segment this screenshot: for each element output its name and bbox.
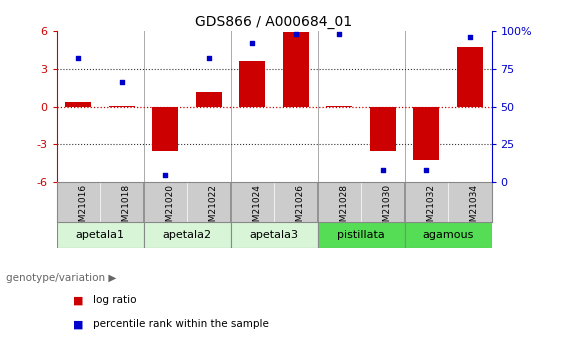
Text: GSM21022: GSM21022	[209, 184, 218, 233]
Point	[466, 34, 475, 40]
Text: GSM21016: GSM21016	[78, 184, 87, 233]
Point	[205, 56, 214, 61]
Bar	[231, 223, 318, 248]
Point	[292, 31, 301, 37]
Text: apetala2: apetala2	[163, 230, 211, 240]
Bar	[326, 106, 353, 107]
Text: GSM21030: GSM21030	[383, 184, 392, 233]
Text: GSM21026: GSM21026	[296, 184, 305, 233]
Bar	[144, 223, 231, 248]
Bar	[152, 107, 179, 151]
Text: apetala1: apetala1	[76, 230, 124, 240]
Point	[247, 40, 257, 46]
Point	[73, 56, 82, 61]
Text: GSM21028: GSM21028	[339, 184, 348, 233]
Text: GSM21018: GSM21018	[122, 184, 131, 233]
Bar	[413, 107, 440, 160]
Point	[421, 167, 431, 173]
Text: ■: ■	[73, 295, 84, 305]
Bar	[282, 32, 309, 107]
Bar	[370, 107, 396, 151]
Text: GSM21034: GSM21034	[470, 184, 479, 233]
Text: agamous: agamous	[423, 230, 473, 240]
Bar	[108, 106, 135, 107]
Text: GSM21024: GSM21024	[252, 184, 261, 233]
Bar	[457, 47, 483, 107]
Bar	[56, 223, 144, 248]
Bar	[318, 223, 405, 248]
Point	[379, 167, 388, 173]
Title: GDS866 / A000684_01: GDS866 / A000684_01	[195, 14, 353, 29]
Text: genotype/variation ▶: genotype/variation ▶	[6, 273, 116, 283]
Point	[334, 31, 344, 37]
Text: pistillata: pistillata	[337, 230, 385, 240]
Bar	[239, 61, 266, 107]
Point	[118, 80, 127, 85]
Bar	[195, 91, 222, 107]
Point	[160, 172, 170, 177]
Bar	[65, 102, 92, 107]
Text: apetala3: apetala3	[250, 230, 298, 240]
Text: GSM21020: GSM21020	[165, 184, 174, 233]
Text: GSM21032: GSM21032	[427, 184, 435, 233]
Bar	[405, 223, 492, 248]
Text: ■: ■	[73, 319, 84, 329]
Text: percentile rank within the sample: percentile rank within the sample	[93, 319, 269, 329]
Text: log ratio: log ratio	[93, 295, 137, 305]
